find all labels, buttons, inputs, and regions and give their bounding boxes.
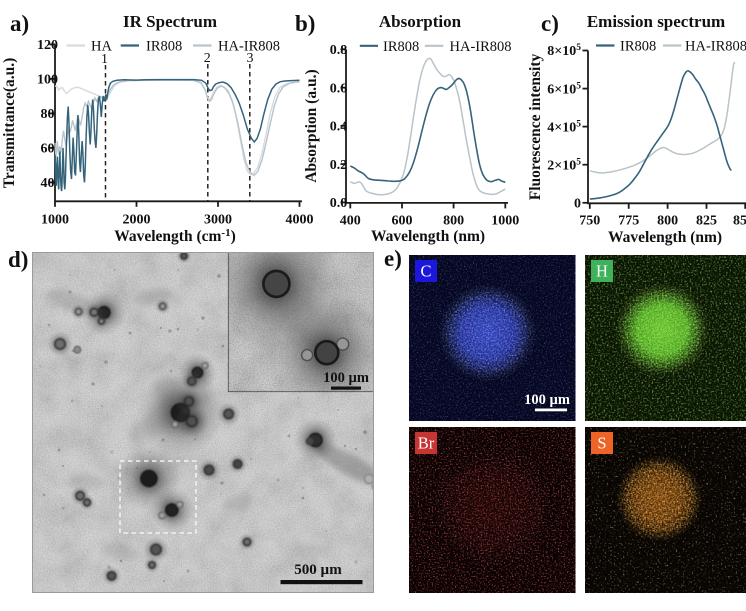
svg-text:1000: 1000 <box>41 213 69 228</box>
svg-text:H: H <box>596 262 608 281</box>
svg-text:IR808: IR808 <box>383 39 419 55</box>
svg-text:800: 800 <box>657 214 678 229</box>
svg-text:850: 850 <box>733 214 746 229</box>
svg-text:3: 3 <box>247 51 254 66</box>
svg-text:400: 400 <box>340 214 361 229</box>
svg-text:Absorption: Absorption <box>379 12 462 31</box>
svg-text:HA-IR808: HA-IR808 <box>218 39 280 55</box>
svg-text:800: 800 <box>443 214 464 229</box>
svg-text:6×105: 6×105 <box>547 81 581 97</box>
svg-text:b): b) <box>295 11 315 36</box>
svg-text:2: 2 <box>204 51 211 66</box>
svg-text:0.6: 0.6 <box>330 81 348 96</box>
svg-text:3000: 3000 <box>204 213 232 228</box>
svg-text:c): c) <box>541 11 559 36</box>
svg-text:40: 40 <box>41 176 55 191</box>
svg-text:HA: HA <box>91 39 112 55</box>
svg-text:80: 80 <box>41 107 55 122</box>
svg-text:Wavelength (nm): Wavelength (nm) <box>371 228 485 245</box>
svg-text:500 µm: 500 µm <box>294 562 342 578</box>
svg-text:2×105: 2×105 <box>547 157 581 173</box>
svg-text:0.8: 0.8 <box>330 43 348 58</box>
svg-text:0: 0 <box>574 197 581 212</box>
svg-text:a): a) <box>10 11 29 36</box>
svg-text:Absorption (a.u.): Absorption (a.u.) <box>303 69 320 182</box>
svg-text:4×105: 4×105 <box>547 119 581 135</box>
svg-text:HA-IR808: HA-IR808 <box>685 39 746 55</box>
svg-text:1: 1 <box>101 52 108 67</box>
svg-text:750: 750 <box>579 214 600 229</box>
svg-text:IR808: IR808 <box>146 39 182 55</box>
svg-text:60: 60 <box>41 142 55 157</box>
svg-text:IR808: IR808 <box>620 39 656 55</box>
svg-text:0.4: 0.4 <box>330 120 348 135</box>
svg-text:100: 100 <box>37 73 58 88</box>
svg-text:120: 120 <box>37 38 58 53</box>
svg-text:600: 600 <box>391 214 412 229</box>
svg-text:100 µm: 100 µm <box>524 392 570 408</box>
svg-text:825: 825 <box>696 214 717 229</box>
svg-text:Wavelength (nm): Wavelength (nm) <box>608 229 722 246</box>
svg-text:0.2: 0.2 <box>330 158 348 173</box>
svg-text:S: S <box>597 433 606 452</box>
svg-text:Wavelength (cm-1): Wavelength (cm-1) <box>114 227 236 245</box>
svg-text:Br: Br <box>418 433 435 452</box>
svg-text:100 µm: 100 µm <box>323 370 369 386</box>
svg-text:1000: 1000 <box>491 214 519 229</box>
svg-text:Fluorescence intensity: Fluorescence intensity <box>527 53 544 200</box>
svg-text:C: C <box>420 262 431 281</box>
svg-text:8×105: 8×105 <box>547 43 581 59</box>
svg-text:2000: 2000 <box>123 213 151 228</box>
svg-text:4000: 4000 <box>286 213 314 228</box>
svg-text:775: 775 <box>618 214 639 229</box>
svg-text:IR Spectrum: IR Spectrum <box>123 12 217 31</box>
svg-text:0.0: 0.0 <box>330 196 348 211</box>
svg-text:Emission spectrum: Emission spectrum <box>587 12 725 31</box>
svg-text:HA-IR808: HA-IR808 <box>450 39 512 55</box>
svg-text:Transmittance(a.u.): Transmittance(a.u.) <box>1 58 18 189</box>
